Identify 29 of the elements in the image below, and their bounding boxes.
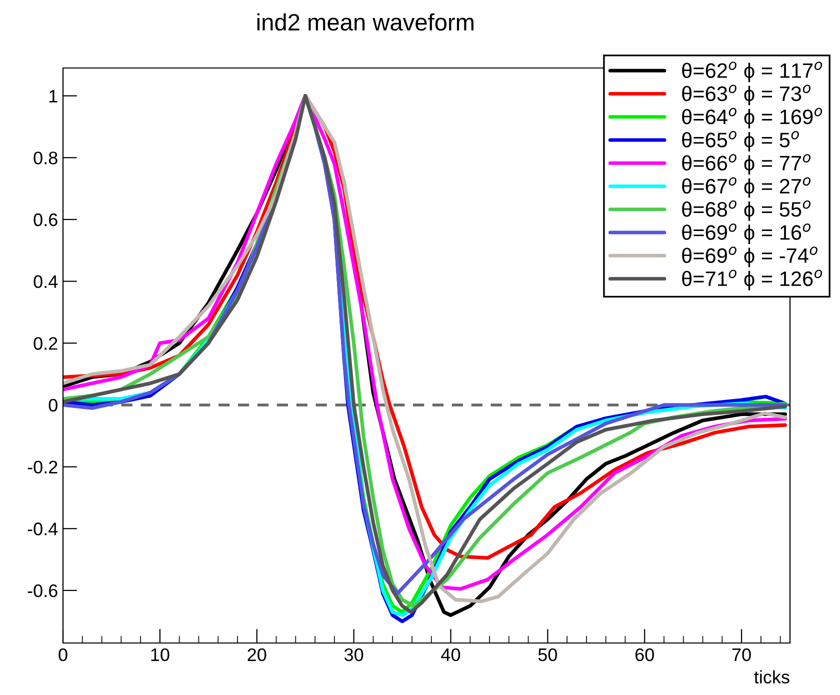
legend-label: θ=69$^{o}$ ϕ = 16$^{o}$ — [682, 224, 810, 244]
y-tick-label: -0.2 — [28, 460, 58, 474]
y-tick-label: -0.6 — [28, 584, 58, 598]
y-tick-label: 0.8 — [34, 152, 58, 164]
chart-title: ind2 mean waveform — [257, 13, 474, 31]
y-tick-label: 0 — [48, 398, 58, 412]
legend-label: θ=68$^{o}$ ϕ = 55$^{o}$ — [682, 200, 810, 221]
x-tick-label: 10 — [151, 648, 170, 662]
x-axis-title: ticks — [754, 670, 790, 684]
y-tick-label: 1 — [49, 90, 58, 102]
y-tick-label: 0.2 — [34, 337, 58, 350]
legend-label: θ=64$^{o}$ ϕ = 169$^{o}$ — [682, 108, 822, 128]
y-tick-label: 0.4 — [34, 275, 58, 288]
x-tick-label: 30 — [344, 648, 364, 662]
legend-label: θ=71$^{o}$ ϕ = 126$^{o}$ — [682, 270, 822, 290]
legend-label: θ=63$^{o}$ ϕ = 73$^{o}$ — [682, 84, 810, 106]
legend-label: θ=66$^{o}$ ϕ = 77$^{o}$ — [682, 154, 810, 175]
x-tick-label: 0 — [58, 648, 68, 662]
legend-label: θ=69$^{o}$ ϕ = -74$^{o}$ — [682, 246, 818, 268]
legend-label: θ=67$^{o}$ ϕ = 27$^{o}$ — [682, 177, 810, 198]
x-tick-label: 20 — [248, 648, 266, 662]
legend-label: θ=62$^{o}$ ϕ = 117$^{o}$ — [682, 62, 822, 82]
y-tick-label: 0.6 — [34, 213, 58, 226]
x-tick-label: 60 — [635, 648, 654, 662]
x-tick-label: 40 — [441, 648, 460, 662]
x-tick-label: 70 — [732, 648, 751, 662]
x-tick-label: 50 — [538, 648, 558, 662]
legend-label: θ=65$^{o}$ ϕ = 5$^{o}$ — [682, 131, 799, 152]
y-tick-label: -0.4 — [28, 522, 58, 536]
